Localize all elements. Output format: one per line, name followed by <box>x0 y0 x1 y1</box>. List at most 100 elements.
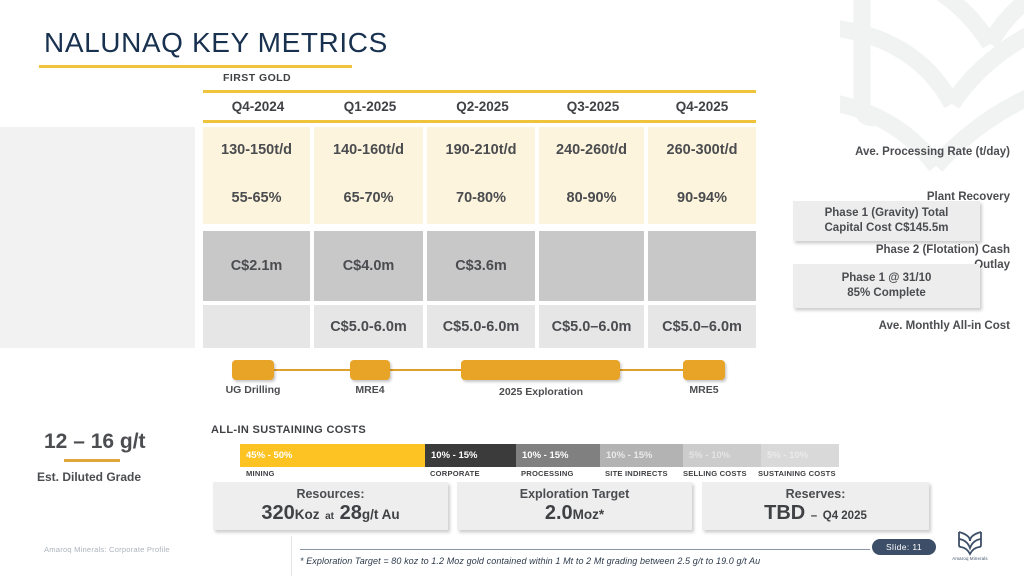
footer-divider <box>291 536 292 576</box>
stat-reserves-mid: – <box>810 510 818 522</box>
stat-resources-unit2: g/t Au <box>361 507 400 522</box>
timeline-label-2025-exploration: 2025 Exploration <box>498 386 584 398</box>
cell-r0-c0: 130-150t/d <box>203 127 310 172</box>
aisc-range-site-indirects: 10% - 15% <box>606 450 653 461</box>
column-header-q4-2024: Q4-2024 <box>231 99 285 114</box>
amaroq-fox-icon <box>958 531 982 557</box>
timeline-label-ug-drilling: UG Drilling <box>225 384 281 396</box>
aisc-caption-mining: MINING <box>246 469 275 478</box>
stat-box-reserves: Reserves: TBD – Q4 2025 <box>702 482 929 530</box>
cell-r2-c3 <box>539 231 644 301</box>
stat-reserves-number: TBD <box>764 502 806 524</box>
aisc-caption-site-indirects: SITE INDIRECTS <box>605 469 668 478</box>
stat-resources-number2: 28 <box>339 502 362 524</box>
slide-number-badge: Slide: 11 <box>872 539 936 555</box>
footer-rule <box>300 549 870 551</box>
amaroq-logo: Amaroq Minerals <box>949 528 991 572</box>
stat-exploration-number: 2.0 <box>544 502 573 524</box>
aisc-range-processing: 10% - 15% <box>522 450 569 461</box>
cell-r2-c1: C$4.0m <box>314 231 423 301</box>
callout-phase1-progress: Phase 1 @ 31/10 85% Complete <box>793 264 980 308</box>
row-label-monthly-all-in-cost: Ave. Monthly All-in Cost <box>878 320 1010 332</box>
header-rule-bottom <box>203 120 756 123</box>
stat-caption-resources: Resources: <box>296 487 365 501</box>
cell-r2-c2: C$3.6m <box>427 231 535 301</box>
cell-r3-c3: C$5.0–6.0m <box>539 305 644 348</box>
timeline-connector-2 <box>388 369 472 371</box>
callout-1-line-0: Phase 1 @ 31/10 <box>841 272 932 284</box>
aisc-caption-processing: PROCESSING <box>521 469 574 478</box>
footer-deck-name: Amaroq Minerals: Corporate Profile <box>44 545 170 554</box>
aisc-bar: 45% - 50% 10% - 15% 10% - 15% 10% - 15% … <box>240 444 839 467</box>
timeline-pill-2025-exploration <box>461 360 620 380</box>
aisc-range-sustaining-costs: 5% - 10% <box>767 450 809 461</box>
aisc-range-mining: 45% - 50% <box>246 450 293 461</box>
brand-name: Amaroq Minerals <box>952 556 988 561</box>
footer-footnote: * Exploration Target = 80 koz to 1.2 Moz… <box>300 556 761 566</box>
aisc-segment-corporate: 10% - 15% <box>425 444 516 467</box>
stat-reserves-unit2: Q4 2025 <box>822 510 867 522</box>
aisc-range-selling-costs: 5% - 10% <box>689 450 731 461</box>
row-label-phase2-cash-outlay: Phase 2 (Flotation) Cash Outlay <box>875 244 1010 271</box>
aisc-caption-sustaining-costs: SUSTAINING COSTS <box>758 469 836 478</box>
column-header-q4-2025: Q4-2025 <box>675 99 729 114</box>
cell-r1-c4: 90-94% <box>648 172 756 224</box>
column-header-q1-2025: Q1-2025 <box>343 99 397 114</box>
aisc-caption-corporate: CORPORATE <box>430 469 480 478</box>
cell-r2-c0: C$2.1m <box>203 231 310 301</box>
aisc-segment-selling-costs: 5% - 10% <box>683 444 761 467</box>
timeline-pill-ug-drilling <box>232 360 274 380</box>
aisc-segment-processing: 10% - 15% <box>516 444 600 467</box>
cell-r0-c3: 240-260t/d <box>539 127 644 172</box>
column-header-q2-2025: Q2-2025 <box>456 99 509 114</box>
aisc-segment-site-indirects: 10% - 15% <box>600 444 683 467</box>
aisc-segment-sustaining-costs: 5% - 10% <box>761 444 839 467</box>
aisc-segment-mining: 45% - 50% <box>240 444 425 467</box>
cell-r1-c2: 70-80% <box>427 172 535 224</box>
callout-0-line-1: Capital Cost C$145.5m <box>824 222 949 234</box>
stat-box-exploration-target: Exploration Target 2.0Moz* <box>457 482 692 530</box>
cell-r3-c4: C$5.0–6.0m <box>648 305 756 348</box>
page-title: NALUNAQ KEY METRICS <box>44 27 388 58</box>
cell-r2-c4 <box>648 231 756 301</box>
stat-value-exploration: 2.0Moz* <box>545 502 604 525</box>
title-underline <box>39 65 352 68</box>
stat-caption-exploration: Exploration Target <box>519 487 630 501</box>
timeline-pill-mre5 <box>683 360 725 380</box>
header-rule-top <box>203 90 756 93</box>
row-label-processing-rate: Ave. Processing Rate (t/day) <box>855 146 1010 158</box>
diluted-grade-underline <box>64 459 120 462</box>
callout-0-line-0: Phase 1 (Gravity) Total <box>824 207 949 219</box>
timeline-label-mre5: MRE5 <box>689 384 719 396</box>
cell-r0-c4: 260-300t/d <box>648 127 756 172</box>
stat-value-reserves: TBD – Q4 2025 <box>764 502 867 525</box>
stat-resources-mid: at <box>325 511 335 522</box>
timeline-label-mre4: MRE4 <box>355 384 385 396</box>
diluted-grade-value: 12 – 16 g/t <box>44 430 146 453</box>
cell-r0-c1: 140-160t/d <box>314 127 423 172</box>
column-header-q3-2025: Q3-2025 <box>566 99 620 114</box>
aisc-title: ALL-IN SUSTAINING COSTS <box>211 424 367 436</box>
aisc-caption-selling-costs: SELLING COSTS <box>683 469 747 478</box>
row-label-plant-recovery: Plant Recovery <box>926 191 1010 203</box>
timeline-connector-3 <box>618 369 684 371</box>
stat-resources-unit: Koz <box>294 507 320 522</box>
stat-resources-number: 320 <box>261 502 295 524</box>
row-label-panel <box>0 127 195 348</box>
cell-r3-c1: C$5.0-6.0m <box>314 305 423 348</box>
cell-r3-c2: C$5.0-6.0m <box>427 305 535 348</box>
stat-exploration-unit: Moz* <box>572 507 605 522</box>
cell-r0-c2: 190-210t/d <box>427 127 535 172</box>
aisc-range-corporate: 10% - 15% <box>431 450 478 461</box>
amaroq-fox-watermark-icon <box>840 0 1024 172</box>
callout-1-line-1: 85% Complete <box>847 287 926 299</box>
timeline-connector-1 <box>272 369 362 371</box>
timeline-pill-mre4 <box>350 360 390 380</box>
cell-r1-c0: 55-65% <box>203 172 310 224</box>
diluted-grade-caption: Est. Diluted Grade <box>37 470 142 484</box>
stat-caption-reserves: Reserves: <box>785 487 846 501</box>
first-gold-label: FIRST GOLD <box>223 72 292 84</box>
cell-r1-c1: 65-70% <box>314 172 423 224</box>
callout-phase1-capital-cost: Phase 1 (Gravity) Total Capital Cost C$1… <box>793 201 980 241</box>
